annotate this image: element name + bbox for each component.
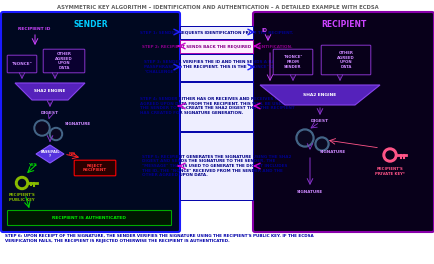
Text: STEP 6: UPON RECEIPT OF THE SIGNATURE, THE SENDER VERIFIES THE SIGNATURE USING T: STEP 6: UPON RECEIPT OF THE SIGNATURE, T… <box>5 234 313 243</box>
Text: SIGNATURE: SIGNATURE <box>65 122 91 126</box>
Text: OTHER
AGREED
UPON
DATA: OTHER AGREED UPON DATA <box>336 51 354 69</box>
Polygon shape <box>36 145 64 163</box>
Text: NO: NO <box>68 152 76 156</box>
Circle shape <box>16 177 29 190</box>
Polygon shape <box>15 83 85 100</box>
FancyBboxPatch shape <box>180 40 253 53</box>
FancyBboxPatch shape <box>7 55 37 73</box>
Text: OTHER
AGREED
UPON
DATA: OTHER AGREED UPON DATA <box>55 52 73 70</box>
Circle shape <box>385 151 393 159</box>
FancyBboxPatch shape <box>320 45 370 75</box>
Text: "NONCE"
FROM
SENDER: "NONCE" FROM SENDER <box>283 55 302 69</box>
Circle shape <box>298 131 311 145</box>
Text: SHA2 ENGINE: SHA2 ENGINE <box>302 93 336 97</box>
Circle shape <box>316 139 326 149</box>
Text: DIGEST: DIGEST <box>310 119 328 123</box>
Text: STEP 4: SENDER EITHER HAS OR RECEIVES AND RECEIVES OTHER
AGREED UPON DATA FROM T: STEP 4: SENDER EITHER HAS OR RECEIVES AN… <box>139 97 294 115</box>
Text: SIGNATURE: SIGNATURE <box>296 190 322 194</box>
FancyBboxPatch shape <box>1 12 180 232</box>
Text: SIGNATURE: SIGNATURE <box>319 150 345 154</box>
Text: REJECT
RECIPIENT: REJECT RECIPIENT <box>83 164 107 172</box>
FancyBboxPatch shape <box>74 160 115 176</box>
Text: RECIPIENT'S
PRIVATE KEY*: RECIPIENT'S PRIVATE KEY* <box>374 167 404 176</box>
Text: RECIPIENT ID: RECIPIENT ID <box>18 27 50 31</box>
Text: "NONCE": "NONCE" <box>12 62 32 66</box>
Text: STEP 2: RECIPIENT SENDS BACK THE REQUIRED  IDENTIFICATION.: STEP 2: RECIPIENT SENDS BACK THE REQUIRE… <box>141 44 292 48</box>
Circle shape <box>36 122 48 134</box>
Circle shape <box>314 137 328 151</box>
FancyBboxPatch shape <box>180 54 253 81</box>
FancyBboxPatch shape <box>180 82 253 130</box>
Circle shape <box>34 120 50 136</box>
Text: ASYMMETRIC KEY ALGORITHM – IDENTIFICATION AND AUTHENTICATION – A DETAILED EXAMPL: ASYMMETRIC KEY ALGORITHM – IDENTIFICATIO… <box>56 5 378 10</box>
Text: STEP 1: SENDER REQUESTS IDENTIFICATION FROM THE RECIPIENT.: STEP 1: SENDER REQUESTS IDENTIFICATION F… <box>140 30 293 34</box>
Text: ID: ID <box>261 28 267 33</box>
Circle shape <box>382 148 396 162</box>
FancyBboxPatch shape <box>43 49 85 73</box>
Text: STEP 3: SENDER VERIFIES THE ID AND THEN SENDS A RANDOM
PASSPHRASE TO THE RECIPIE: STEP 3: SENDER VERIFIES THE ID AND THEN … <box>144 60 289 74</box>
FancyBboxPatch shape <box>253 12 433 232</box>
Circle shape <box>49 128 62 140</box>
Text: DIGEST: DIGEST <box>41 111 59 115</box>
FancyBboxPatch shape <box>7 210 171 225</box>
Text: RECIPIENT IS AUTHENTICATED: RECIPIENT IS AUTHENTICATED <box>52 216 126 220</box>
Text: RECIPIENT: RECIPIENT <box>320 20 365 29</box>
FancyBboxPatch shape <box>180 131 253 200</box>
Circle shape <box>51 130 60 139</box>
FancyBboxPatch shape <box>180 26 253 39</box>
Text: PASS/FAIL
?: PASS/FAIL ? <box>40 150 59 158</box>
Text: SHA2 ENGINE: SHA2 ENGINE <box>34 89 66 93</box>
Text: STEP 5: RECIPIENT GENERATES THE SIGNATURE USING THE SHA2
DIGEST AND SENDS THE SI: STEP 5: RECIPIENT GENERATES THE SIGNATUR… <box>142 155 291 177</box>
Circle shape <box>295 129 313 147</box>
Text: YES: YES <box>28 163 36 167</box>
Circle shape <box>19 180 26 186</box>
Text: RECIPIENT'S
PUBLIC KEY: RECIPIENT'S PUBLIC KEY <box>9 193 35 202</box>
Text: SENDER: SENDER <box>73 20 108 29</box>
Polygon shape <box>260 85 379 105</box>
FancyBboxPatch shape <box>273 49 312 75</box>
